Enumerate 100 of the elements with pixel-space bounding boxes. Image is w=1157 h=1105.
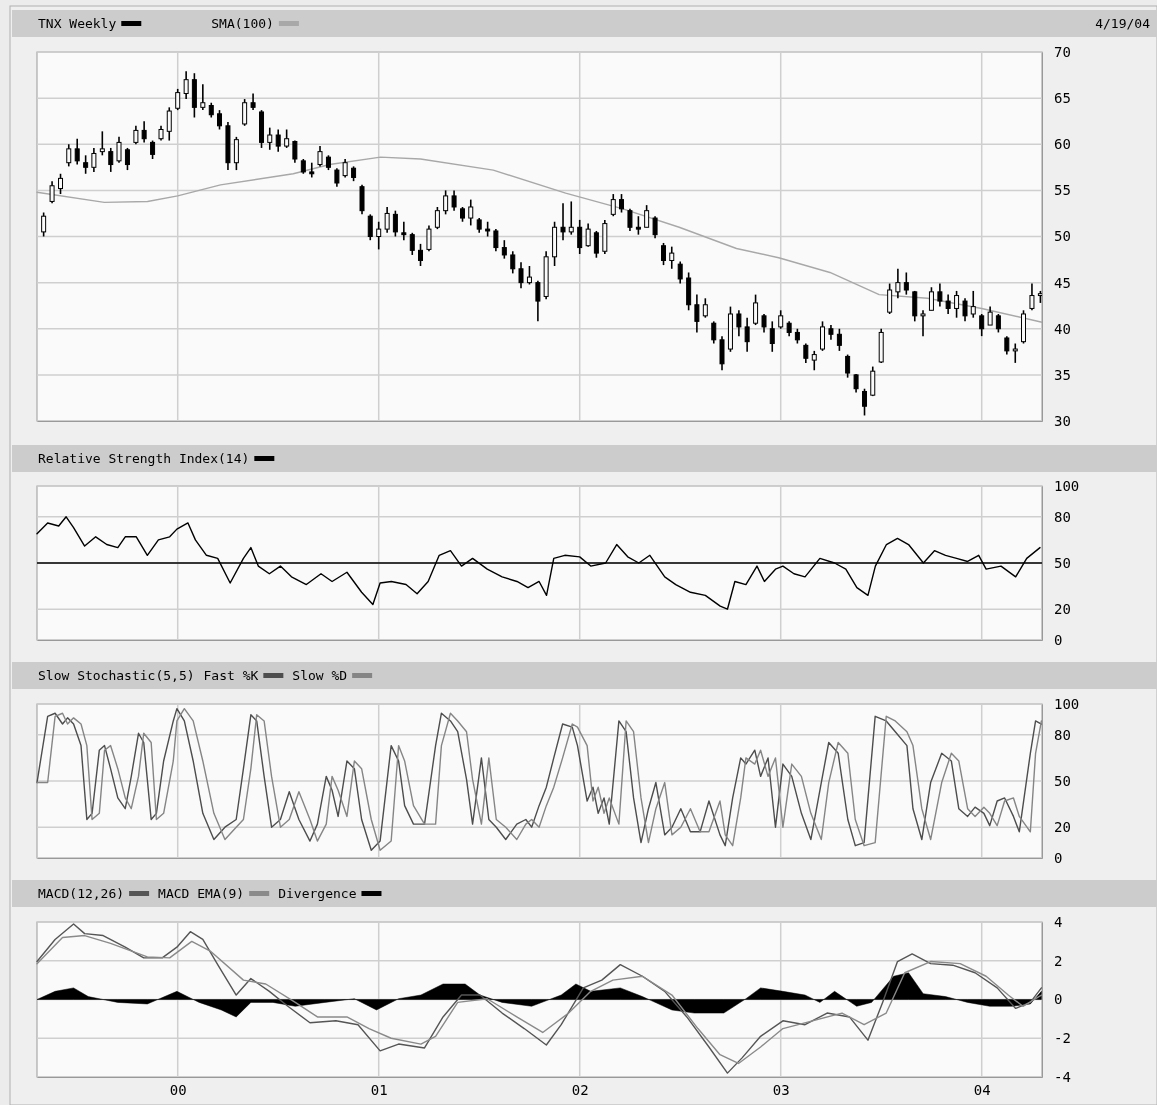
candlestick bbox=[870, 365, 876, 397]
candlestick bbox=[970, 290, 976, 319]
candlestick bbox=[912, 290, 918, 323]
candlestick bbox=[535, 279, 541, 323]
candlestick bbox=[644, 204, 650, 229]
candlestick bbox=[443, 189, 449, 216]
y-tick-label: 80 bbox=[1054, 726, 1071, 743]
candlestick bbox=[593, 230, 599, 259]
candlestick bbox=[166, 106, 172, 142]
candlestick bbox=[560, 202, 566, 241]
x-tick-label: 03 bbox=[772, 1081, 790, 1098]
candlestick bbox=[133, 125, 139, 146]
candlestick bbox=[619, 193, 625, 214]
text: 4/19/04 bbox=[1095, 16, 1151, 31]
candlestick bbox=[124, 147, 130, 171]
y-tick-label: 0 bbox=[1054, 849, 1063, 866]
line-series bbox=[36, 707, 1043, 851]
candlestick bbox=[342, 158, 348, 179]
chart-title: Slow Stochastic(5,5) bbox=[38, 668, 195, 683]
legend-label: TNX Weekly bbox=[38, 16, 117, 31]
candlestick bbox=[526, 265, 532, 286]
candlestick bbox=[761, 313, 767, 334]
y-tick-label: -2 bbox=[1054, 1030, 1071, 1047]
candlestick bbox=[501, 239, 507, 260]
candlestick bbox=[384, 206, 390, 234]
y-tick-label: 0 bbox=[1054, 991, 1063, 1008]
y-tick-label: 70 bbox=[1054, 43, 1071, 60]
candlestick bbox=[359, 184, 365, 216]
candlestick bbox=[141, 120, 147, 144]
candlestick bbox=[49, 180, 55, 205]
candlestick bbox=[577, 219, 583, 255]
candlestick bbox=[74, 137, 80, 166]
y-tick-label: 50 bbox=[1054, 228, 1071, 245]
candlestick bbox=[426, 224, 432, 253]
candlestick bbox=[83, 154, 89, 175]
y-tick-label: 20 bbox=[1054, 601, 1071, 618]
y-tick-label: 40 bbox=[1054, 320, 1071, 337]
candlestick bbox=[954, 290, 960, 319]
candlestick bbox=[309, 161, 315, 179]
candlestick bbox=[108, 147, 114, 173]
candlestick bbox=[468, 198, 474, 227]
y-tick-label: 4 bbox=[1054, 913, 1063, 930]
y-tick-label: 45 bbox=[1054, 274, 1071, 291]
y-tick-label: 100 bbox=[1054, 477, 1080, 494]
candlestick bbox=[317, 145, 323, 168]
y-tick-label: 50 bbox=[1054, 772, 1071, 789]
candlestick bbox=[284, 128, 290, 149]
candlestick bbox=[568, 200, 574, 236]
candlestick bbox=[677, 260, 683, 285]
candlestick bbox=[150, 139, 156, 160]
candlestick bbox=[1004, 335, 1010, 356]
candlestick bbox=[409, 232, 415, 256]
candlestick bbox=[41, 211, 47, 238]
x-tick-label: 01 bbox=[370, 1081, 388, 1098]
candlestick bbox=[451, 189, 457, 212]
candlestick bbox=[694, 293, 700, 334]
legend-label: Divergence bbox=[278, 886, 357, 901]
line-series bbox=[36, 156, 1043, 323]
candlestick bbox=[376, 220, 382, 251]
y-tick-label: 20 bbox=[1054, 819, 1071, 836]
candlestick bbox=[99, 130, 105, 157]
candlestick bbox=[401, 220, 407, 241]
candlestick bbox=[820, 320, 826, 352]
x-tick-label: 00 bbox=[169, 1081, 187, 1098]
candlestick bbox=[367, 213, 373, 241]
candlestick bbox=[635, 215, 641, 236]
candlestick bbox=[91, 147, 97, 173]
candlestick bbox=[434, 206, 440, 230]
candlestick bbox=[652, 215, 658, 240]
candlestick bbox=[987, 305, 993, 326]
candlestick bbox=[979, 313, 985, 337]
y-tick-label: 30 bbox=[1054, 412, 1071, 429]
candlestick bbox=[778, 309, 784, 330]
candlestick bbox=[510, 250, 516, 275]
candlestick bbox=[392, 209, 398, 238]
candlestick bbox=[736, 309, 742, 337]
candlestick bbox=[275, 128, 281, 153]
candlestick bbox=[175, 88, 181, 111]
y-tick-label: 0 bbox=[1054, 631, 1063, 648]
candlestick bbox=[928, 286, 934, 312]
legend-label: Slow %D bbox=[292, 668, 348, 683]
legend-label: MACD EMA(9) bbox=[158, 886, 245, 901]
candlestick bbox=[803, 342, 809, 364]
x-tick-label: 02 bbox=[571, 1081, 589, 1098]
legend-label: SMA(100) bbox=[211, 16, 274, 31]
candlestick bbox=[995, 313, 1001, 334]
x-tick-label: 04 bbox=[973, 1081, 991, 1098]
candlestick bbox=[702, 297, 708, 319]
y-tick-label: 35 bbox=[1054, 366, 1071, 383]
candlestick bbox=[945, 293, 951, 315]
y-tick-label: -4 bbox=[1054, 1068, 1071, 1085]
y-tick-label: 65 bbox=[1054, 90, 1071, 107]
candlestick bbox=[937, 282, 943, 308]
candlestick bbox=[836, 327, 842, 352]
candlestick bbox=[217, 109, 223, 131]
candlestick bbox=[753, 293, 759, 326]
candlestick bbox=[887, 282, 893, 315]
candlestick bbox=[711, 320, 717, 345]
candlestick bbox=[744, 316, 750, 353]
y-tick-label: 50 bbox=[1054, 554, 1071, 571]
